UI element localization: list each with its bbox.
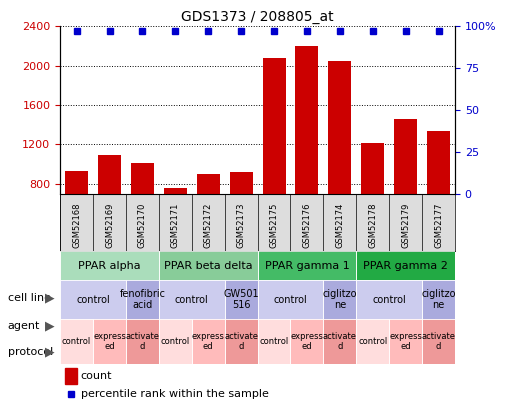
- Bar: [257, 280, 323, 319]
- Text: ciglitzo
ne: ciglitzo ne: [323, 289, 357, 311]
- Text: ciglitzo
ne: ciglitzo ne: [422, 289, 456, 311]
- Text: express
ed: express ed: [93, 332, 126, 351]
- Text: GSM52175: GSM52175: [269, 202, 279, 248]
- Bar: [197, 174, 220, 263]
- Text: control: control: [161, 337, 190, 346]
- Text: agent: agent: [8, 321, 40, 331]
- Text: control: control: [76, 295, 110, 305]
- Text: GSM52179: GSM52179: [401, 202, 410, 248]
- Bar: [427, 131, 450, 263]
- Text: GSM52168: GSM52168: [72, 202, 81, 248]
- Text: GSM52169: GSM52169: [105, 202, 114, 248]
- Text: GW501
516: GW501 516: [223, 289, 259, 311]
- Text: GSM52173: GSM52173: [236, 202, 246, 248]
- Text: ▶: ▶: [46, 291, 55, 304]
- Bar: [164, 188, 187, 263]
- Text: PPAR gamma 1: PPAR gamma 1: [265, 261, 349, 271]
- Text: control: control: [274, 295, 308, 305]
- Text: PPAR alpha: PPAR alpha: [78, 261, 141, 271]
- Bar: [356, 251, 455, 280]
- Text: GSM52174: GSM52174: [335, 202, 344, 248]
- Text: activate
d: activate d: [422, 332, 456, 351]
- Text: protocol: protocol: [8, 347, 53, 357]
- Bar: [323, 319, 356, 364]
- Bar: [225, 319, 257, 364]
- Bar: [290, 319, 323, 364]
- Bar: [126, 280, 159, 319]
- Text: control: control: [372, 295, 406, 305]
- Bar: [98, 156, 121, 263]
- Bar: [356, 280, 422, 319]
- Text: express
ed: express ed: [389, 332, 422, 351]
- Bar: [295, 46, 319, 263]
- Text: ▶: ▶: [46, 320, 55, 333]
- Bar: [263, 58, 286, 263]
- Text: activate
d: activate d: [323, 332, 357, 351]
- Text: percentile rank within the sample: percentile rank within the sample: [81, 389, 268, 399]
- Title: GDS1373 / 208805_at: GDS1373 / 208805_at: [181, 10, 334, 24]
- Text: GSM52170: GSM52170: [138, 202, 147, 248]
- Bar: [422, 280, 455, 319]
- Text: GSM52178: GSM52178: [368, 202, 377, 248]
- Bar: [361, 143, 384, 263]
- Text: count: count: [81, 371, 112, 381]
- Bar: [422, 319, 455, 364]
- Text: express
ed: express ed: [290, 332, 323, 351]
- Bar: [225, 280, 257, 319]
- Text: control: control: [358, 337, 388, 346]
- Text: PPAR beta delta: PPAR beta delta: [164, 261, 253, 271]
- Bar: [65, 368, 76, 384]
- Text: express
ed: express ed: [192, 332, 225, 351]
- Bar: [93, 319, 126, 364]
- Text: PPAR gamma 2: PPAR gamma 2: [363, 261, 448, 271]
- Text: ▶: ▶: [46, 346, 55, 359]
- Bar: [126, 319, 159, 364]
- Text: control: control: [175, 295, 209, 305]
- Bar: [394, 119, 417, 263]
- Bar: [60, 319, 93, 364]
- Bar: [60, 251, 159, 280]
- Text: fenofibric
acid: fenofibric acid: [119, 289, 165, 311]
- Text: GSM52177: GSM52177: [434, 202, 443, 248]
- Text: GSM52176: GSM52176: [302, 202, 311, 248]
- Bar: [230, 172, 253, 263]
- Text: activate
d: activate d: [224, 332, 258, 351]
- Bar: [159, 251, 257, 280]
- Bar: [65, 171, 88, 263]
- Bar: [257, 251, 356, 280]
- Bar: [192, 319, 225, 364]
- Text: GSM52172: GSM52172: [204, 202, 213, 248]
- Bar: [159, 319, 192, 364]
- Bar: [60, 280, 126, 319]
- Bar: [323, 280, 356, 319]
- Bar: [389, 319, 422, 364]
- Bar: [328, 61, 351, 263]
- Text: control: control: [259, 337, 289, 346]
- Bar: [131, 163, 154, 263]
- Text: GSM52171: GSM52171: [171, 202, 180, 248]
- Text: control: control: [62, 337, 91, 346]
- Text: cell line: cell line: [8, 293, 51, 303]
- Text: activate
d: activate d: [126, 332, 160, 351]
- Bar: [257, 319, 290, 364]
- Bar: [356, 319, 389, 364]
- Bar: [159, 280, 225, 319]
